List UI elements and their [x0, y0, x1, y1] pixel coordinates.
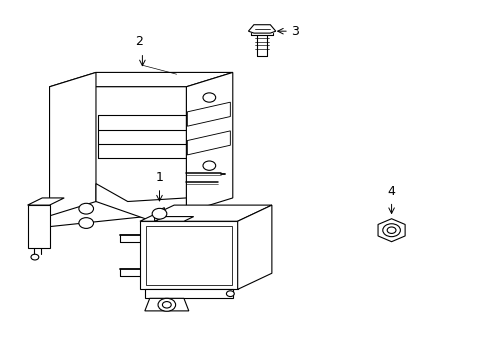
Circle shape — [162, 302, 171, 308]
Circle shape — [387, 227, 396, 233]
Polygon shape — [146, 226, 232, 285]
Text: 4: 4 — [388, 185, 395, 198]
Polygon shape — [248, 25, 276, 33]
Text: 1: 1 — [155, 171, 164, 184]
Polygon shape — [378, 219, 405, 242]
Polygon shape — [238, 205, 272, 289]
Circle shape — [152, 208, 167, 219]
Circle shape — [203, 161, 216, 170]
Polygon shape — [186, 72, 233, 212]
Polygon shape — [187, 102, 230, 126]
Polygon shape — [96, 184, 186, 220]
Polygon shape — [140, 205, 272, 221]
Polygon shape — [140, 221, 238, 289]
Circle shape — [79, 203, 94, 214]
Polygon shape — [155, 208, 164, 221]
Polygon shape — [49, 87, 186, 226]
Polygon shape — [49, 72, 233, 87]
Polygon shape — [145, 289, 233, 298]
Circle shape — [158, 298, 175, 311]
Circle shape — [79, 218, 94, 228]
Polygon shape — [187, 131, 230, 155]
Polygon shape — [27, 198, 64, 205]
Text: 3: 3 — [292, 25, 299, 38]
Circle shape — [383, 224, 400, 237]
Circle shape — [31, 254, 39, 260]
Circle shape — [226, 291, 234, 297]
Text: 2: 2 — [135, 35, 143, 48]
Polygon shape — [145, 298, 189, 311]
Polygon shape — [155, 217, 194, 221]
Circle shape — [203, 93, 216, 102]
Polygon shape — [27, 205, 49, 248]
Polygon shape — [49, 72, 96, 216]
